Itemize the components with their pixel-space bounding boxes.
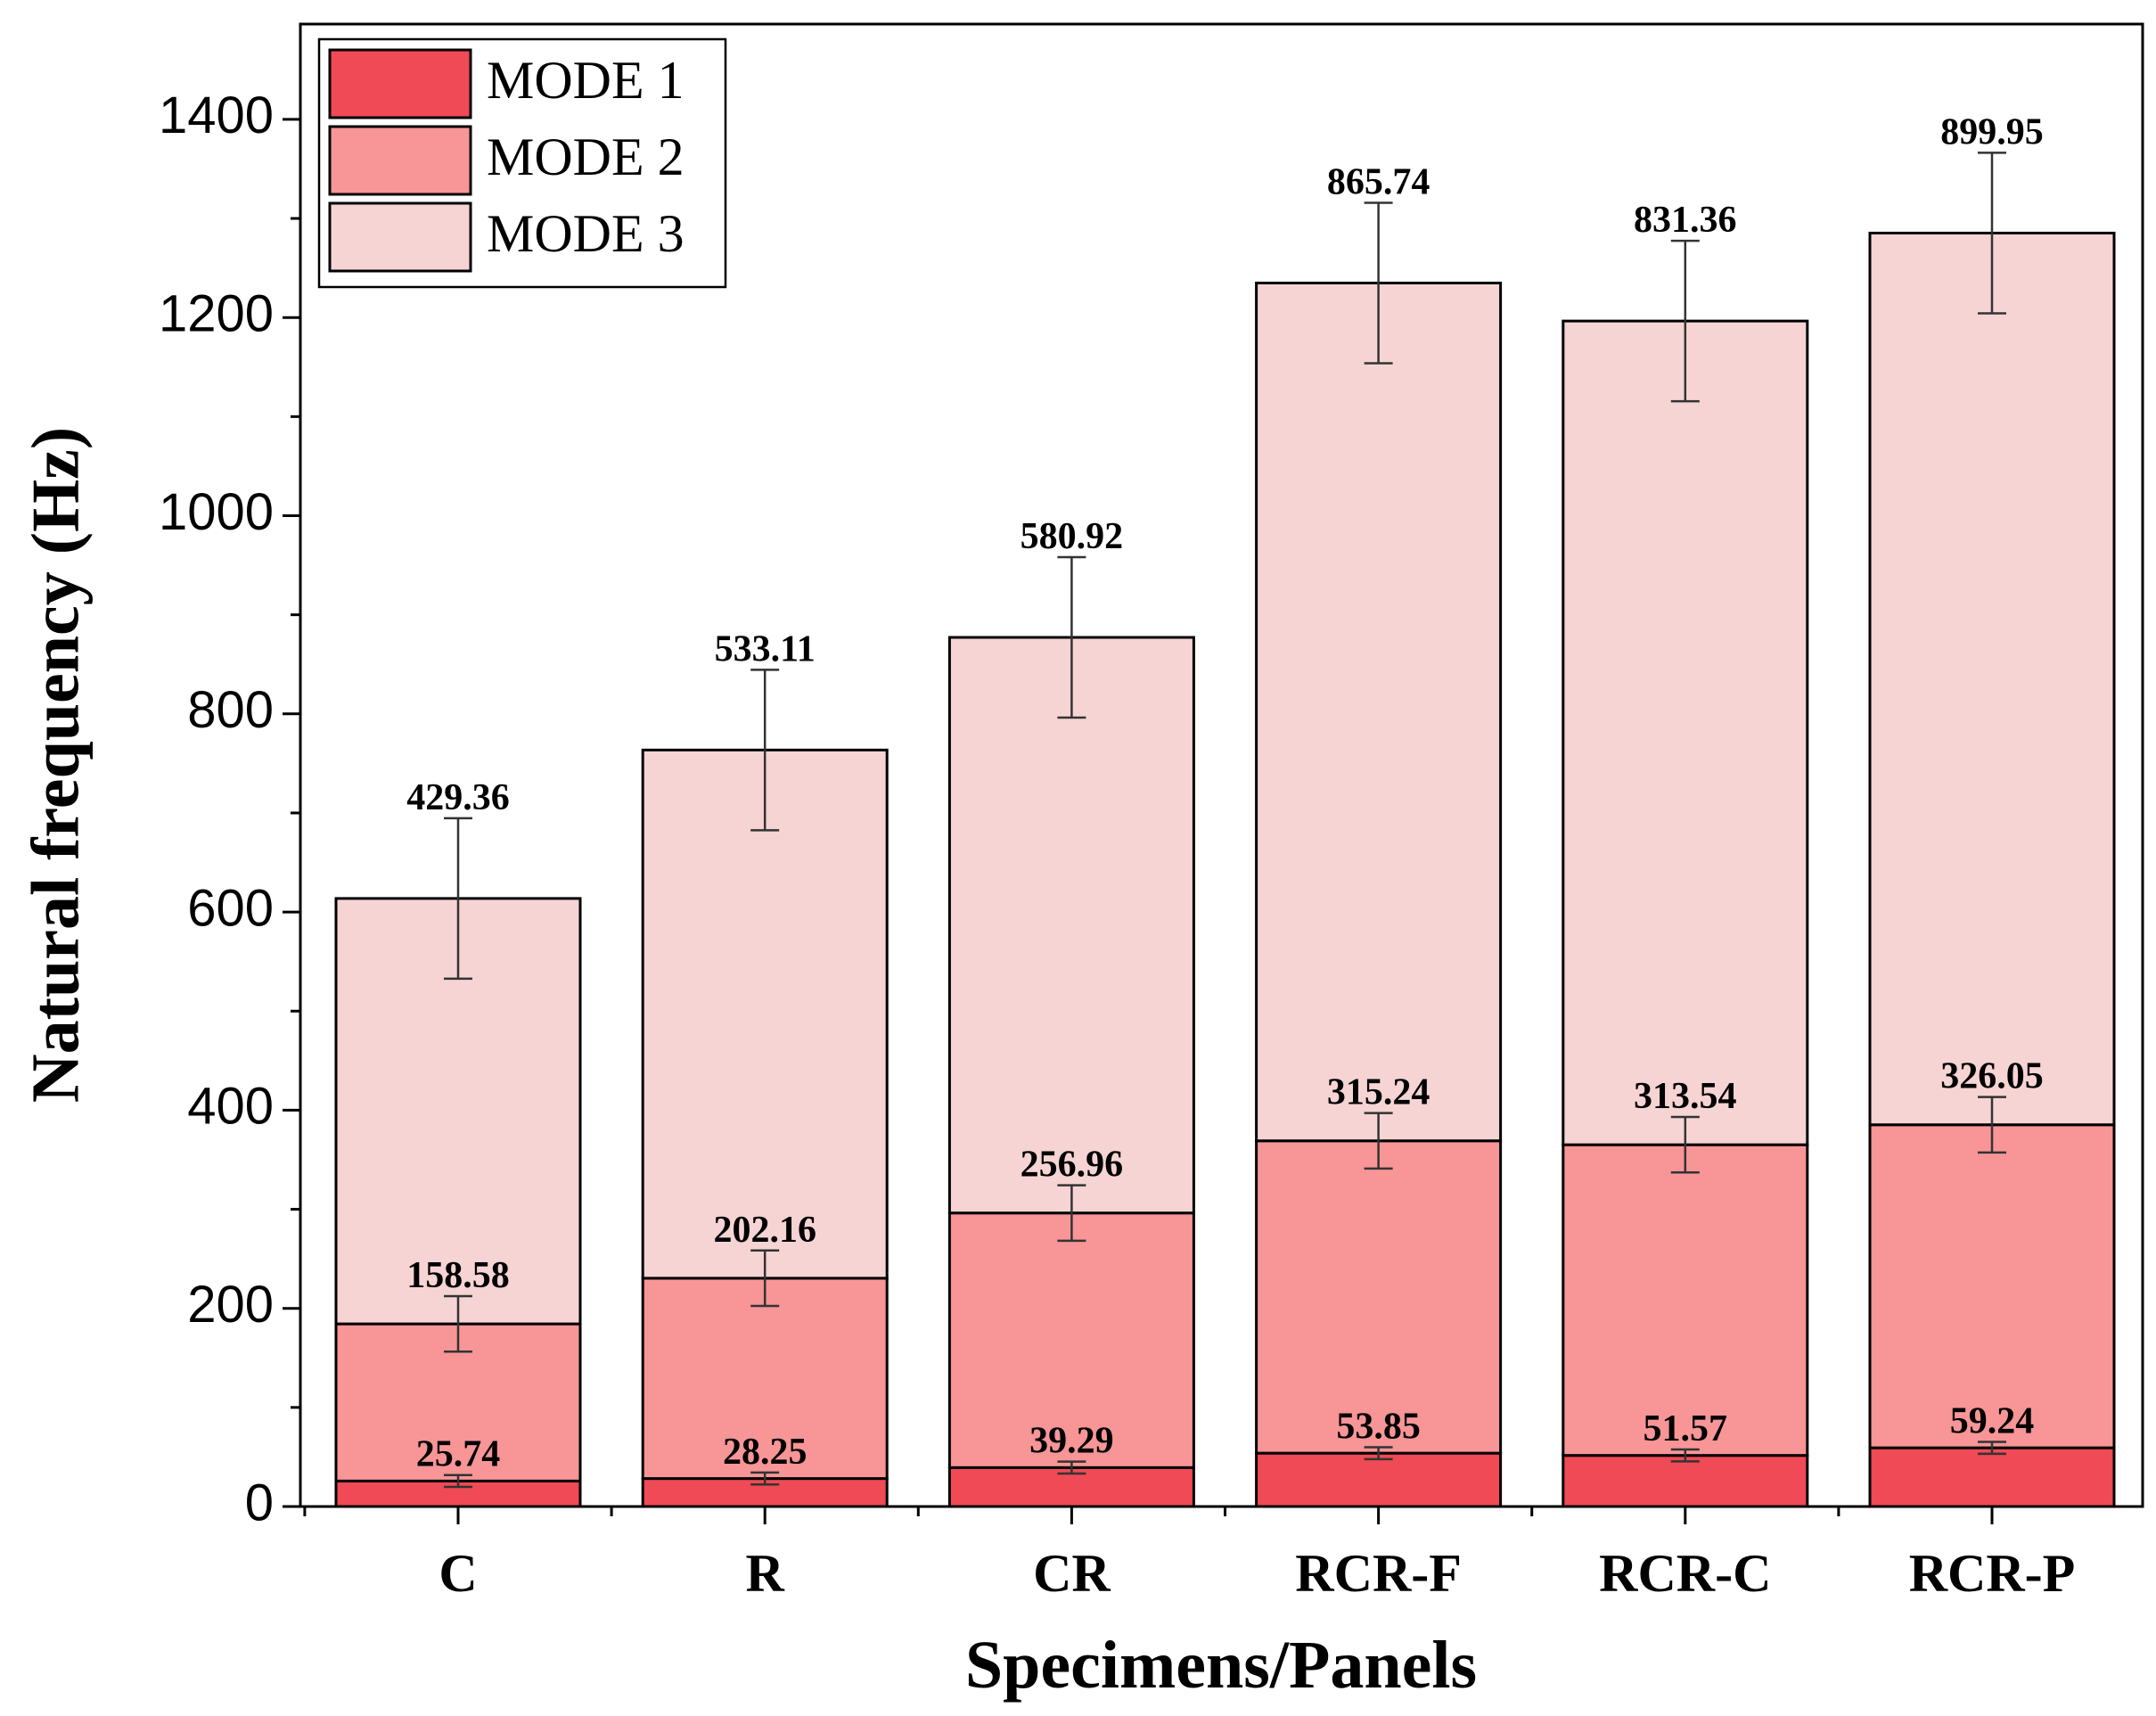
data-label-mode-2-rcr-p: 326.05 xyxy=(1940,1056,2044,1097)
data-label-mode-1-rcr-c: 51.57 xyxy=(1644,1408,1728,1449)
x-tick-label: RCR-P xyxy=(1909,1544,2076,1603)
data-label-mode-3-rcr-c: 831.36 xyxy=(1634,200,1737,241)
data-label-mode-3-c: 429.36 xyxy=(406,777,510,818)
error-bar-mode-1-cr xyxy=(1057,1460,1086,1475)
error-bar-mode-3-rcr-c xyxy=(1670,239,1700,403)
bar-mode-1-rcr-f xyxy=(1255,1451,1503,1508)
bars-layer xyxy=(334,231,2116,1508)
data-label-mode-1-rcr-p: 59.24 xyxy=(1950,1400,2035,1441)
data-label-mode-2-rcr-f: 315.24 xyxy=(1327,1072,1431,1113)
bar-mode-1-rcr-c xyxy=(1562,1454,1809,1508)
x-tick-label: R xyxy=(746,1544,785,1603)
legend-label-mode-3: MODE 3 xyxy=(487,204,685,263)
data-label-mode-1-cr: 39.29 xyxy=(1029,1421,1114,1462)
error-bar-mode-3-r xyxy=(750,669,780,832)
y-tick-label: 400 xyxy=(187,1078,274,1136)
data-label-mode-2-cr: 256.96 xyxy=(1021,1145,1124,1186)
x-tick-label: C xyxy=(439,1544,477,1603)
bar-mode-3-rcr-p xyxy=(1868,231,2116,1127)
error-bar-mode-1-c xyxy=(444,1474,472,1489)
bar-mode-3-cr xyxy=(947,636,1195,1215)
legend-swatch-mode-3 xyxy=(328,201,472,273)
bar-mode-1-rcr-p xyxy=(1868,1446,2116,1508)
y-tick-label: 1200 xyxy=(159,285,274,343)
x-tick-label: RCR-F xyxy=(1295,1544,1462,1603)
error-bar-mode-1-r xyxy=(750,1471,780,1486)
plot-frame xyxy=(299,22,2144,1508)
x-axis-title: Specimens/Panels xyxy=(965,1628,1477,1703)
y-tick-label: 0 xyxy=(245,1474,274,1531)
y-axis-title: Natural frequency (Hz) xyxy=(18,427,93,1103)
y-tick-label: 200 xyxy=(187,1276,274,1334)
x-axis: C R CR RCR-F RCR-C RCR-P xyxy=(303,1507,2076,1603)
legend-label-mode-1: MODE 1 xyxy=(487,51,685,110)
y-axis: 0 200 400 600 800 1000 1200 1400 xyxy=(159,86,300,1531)
legend-swatch-mode-2 xyxy=(328,125,472,196)
data-label-mode-1-r: 28.25 xyxy=(723,1432,807,1473)
x-tick-label: RCR-C xyxy=(1599,1544,1771,1603)
error-bar-mode-1-rcr-c xyxy=(1670,1448,1700,1463)
error-bar-mode-3-rcr-p xyxy=(1978,152,2006,315)
error-bar-mode-3-cr xyxy=(1057,555,1086,719)
error-bar-mode-2-rcr-f xyxy=(1364,1112,1393,1170)
error-bar-mode-3-rcr-f xyxy=(1364,201,1393,365)
error-bars-layer xyxy=(444,152,2006,1489)
data-label-mode-1-rcr-f: 53.85 xyxy=(1336,1406,1421,1447)
data-labels-layer: 25.74 158.58 429.36 28.25 202.16 533.11 39.29 2… xyxy=(406,111,2044,1474)
data-label-mode-2-r: 202.16 xyxy=(713,1210,816,1251)
bar-mode-2-cr xyxy=(947,1211,1195,1469)
error-bar-mode-2-r xyxy=(750,1249,780,1308)
y-tick-label: 1400 xyxy=(159,86,274,144)
error-bar-mode-2-rcr-p xyxy=(1978,1096,2006,1154)
bar-mode-3-rcr-c xyxy=(1562,319,1809,1146)
y-tick-label: 600 xyxy=(187,879,274,937)
data-label-mode-3-cr: 580.92 xyxy=(1021,516,1124,557)
data-label-mode-2-c: 158.58 xyxy=(406,1255,510,1296)
legend-label-mode-2: MODE 2 xyxy=(487,127,685,186)
legend: MODE 1 MODE 2 MODE 3 xyxy=(317,37,727,289)
error-bar-mode-2-cr xyxy=(1057,1184,1086,1243)
error-bar-mode-2-c xyxy=(444,1294,472,1353)
data-label-mode-3-rcr-p: 899.95 xyxy=(1940,111,2044,152)
error-bar-mode-1-rcr-f xyxy=(1364,1446,1393,1461)
bar-mode-3-rcr-f xyxy=(1255,281,1503,1143)
bar-mode-2-rcr-p xyxy=(1868,1123,2116,1449)
data-label-mode-1-c: 25.74 xyxy=(416,1434,501,1475)
error-bar-mode-3-c xyxy=(444,817,472,981)
error-bar-mode-1-rcr-p xyxy=(1978,1441,2006,1456)
data-label-mode-3-rcr-f: 865.74 xyxy=(1327,161,1431,202)
bar-mode-2-rcr-c xyxy=(1562,1143,1809,1457)
data-label-mode-3-r: 533.11 xyxy=(715,628,816,669)
y-tick-label: 1000 xyxy=(159,483,274,541)
error-bar-mode-2-rcr-c xyxy=(1670,1115,1700,1174)
data-label-mode-2-rcr-c: 313.54 xyxy=(1634,1076,1737,1117)
x-tick-label: CR xyxy=(1033,1544,1111,1603)
legend-swatch-mode-1 xyxy=(328,48,472,119)
y-tick-label: 800 xyxy=(187,681,274,739)
